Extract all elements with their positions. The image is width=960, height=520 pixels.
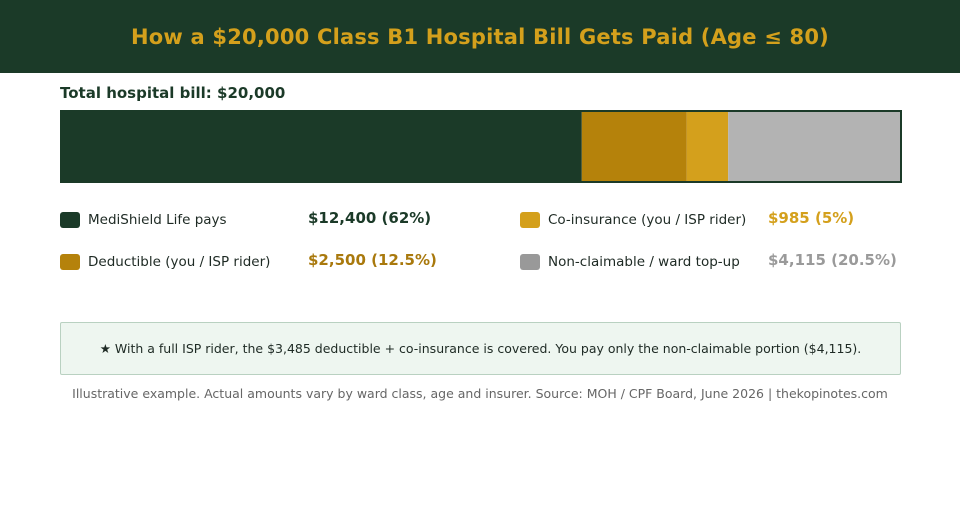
bar-segment-nonclaimable — [728, 111, 901, 182]
legend-value-nonclaimable: $4,115 (20.5%) — [768, 251, 897, 269]
source-footer: Illustrative example. Actual amounts var… — [72, 386, 888, 401]
legend-swatch-coinsurance — [520, 212, 540, 228]
legend-item-deductible: Deductible (you / ISP rider) — [60, 252, 270, 272]
header-banner: How a $20,000 Class B1 Hospital Bill Get… — [0, 0, 960, 73]
legend-value-medishield: $12,400 (62%) — [308, 209, 432, 227]
rider-note-box: ★ With a full ISP rider, the $3,485 dedu… — [60, 322, 901, 375]
stacked-bar — [60, 110, 902, 183]
legend-value-deductible: $2,500 (12.5%) — [308, 251, 437, 269]
legend-item-nonclaimable: Non-claimable / ward top-up — [520, 252, 740, 272]
legend-label-nonclaimable: Non-claimable / ward top-up — [548, 254, 740, 270]
legend-label-coinsurance: Co-insurance (you / ISP rider) — [548, 212, 747, 228]
legend-swatch-medishield — [60, 212, 80, 228]
legend-swatch-deductible — [60, 254, 80, 270]
chart-title: How a $20,000 Class B1 Hospital Bill Get… — [131, 24, 829, 49]
legend-item-medishield: MediShield Life pays — [60, 210, 227, 230]
bar-border — [60, 110, 902, 183]
bar-segment-coinsurance — [686, 111, 729, 182]
legend-item-coinsurance: Co-insurance (you / ISP rider) — [520, 210, 746, 230]
bar-segment-deductible — [581, 111, 687, 182]
total-bill-label: Total hospital bill: $20,000 — [60, 84, 286, 102]
stacked-bar-svg — [60, 110, 902, 183]
rider-note-text: ★ With a full ISP rider, the $3,485 dedu… — [99, 341, 862, 356]
legend-swatch-nonclaimable — [520, 254, 540, 270]
legend-value-coinsurance: $985 (5%) — [768, 209, 855, 227]
bar-segment-medishield — [61, 111, 582, 182]
legend-label-deductible: Deductible (you / ISP rider) — [88, 254, 271, 270]
legend-label-medishield: MediShield Life pays — [88, 212, 227, 228]
